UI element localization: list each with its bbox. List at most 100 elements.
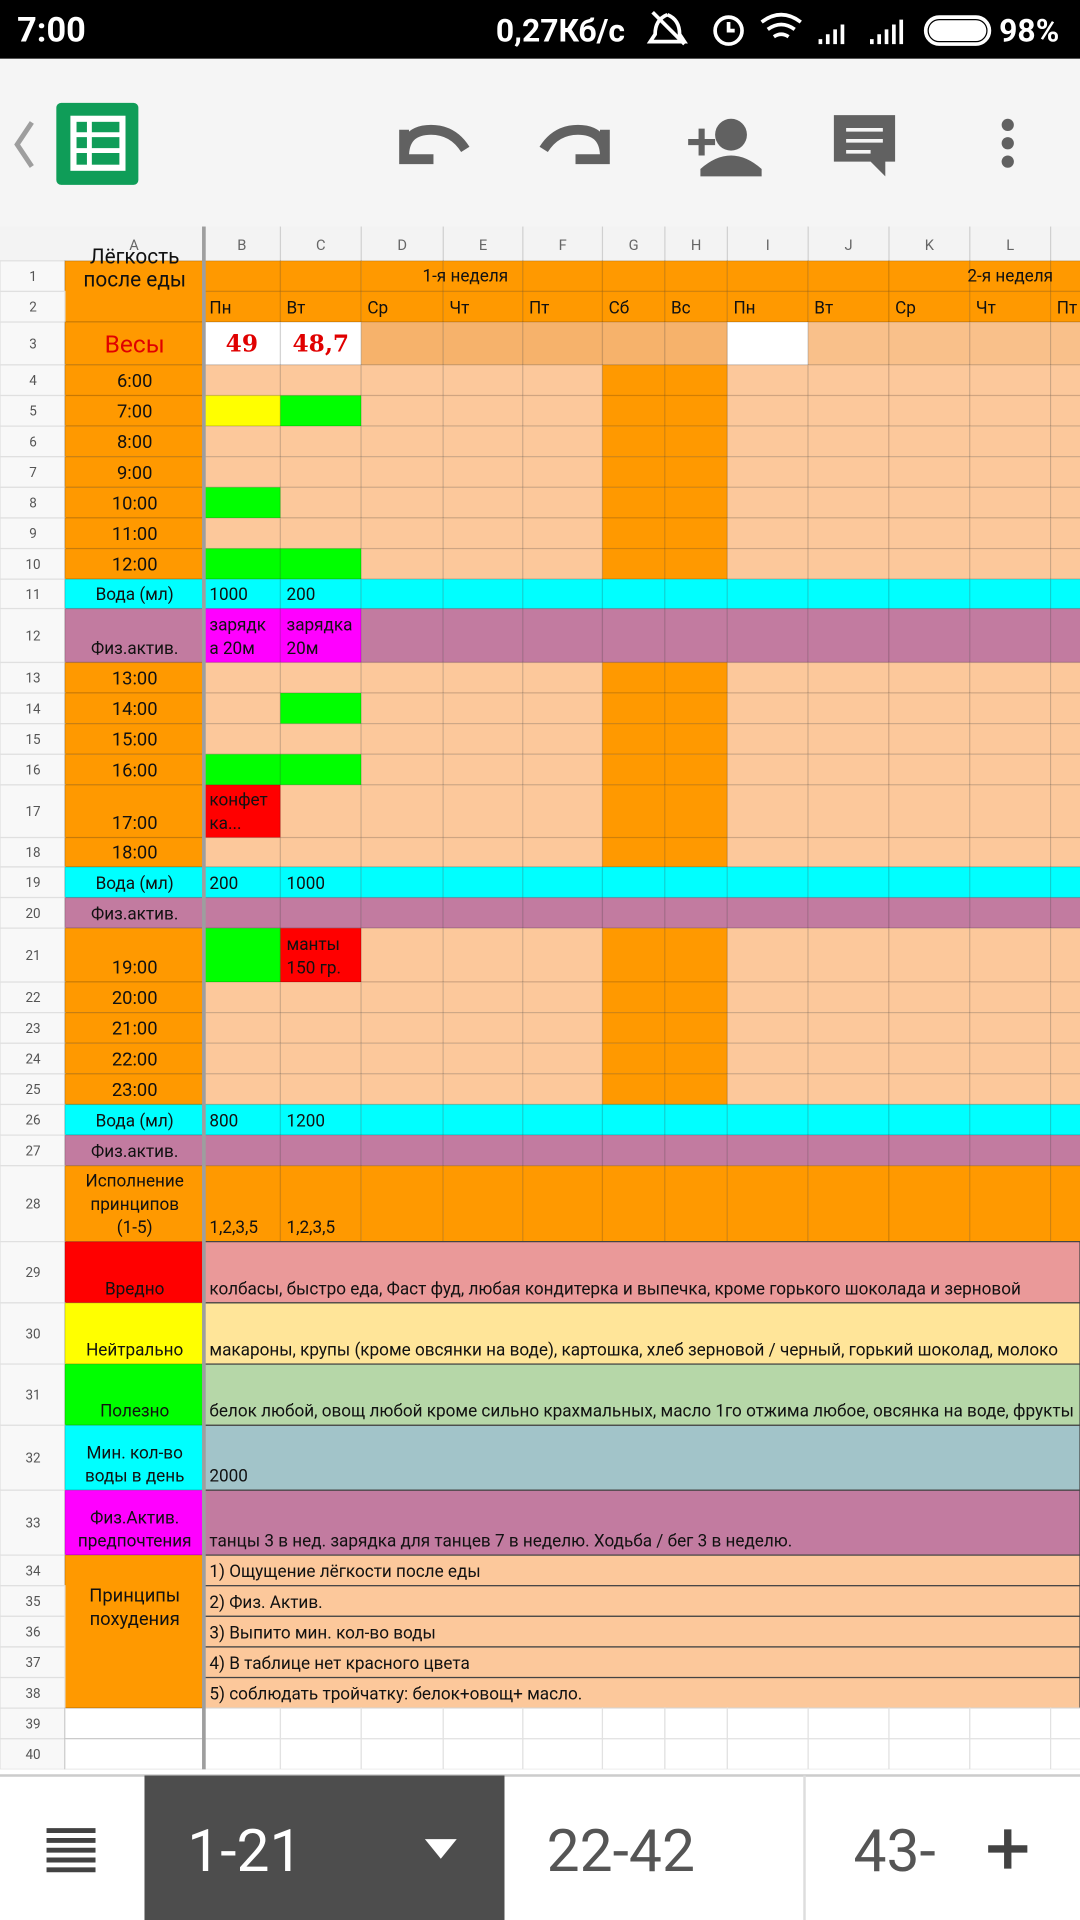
cell — [1050, 896, 1080, 929]
cell — [202, 836, 282, 868]
row-number: 28 — [25, 1198, 40, 1213]
cell — [726, 607, 809, 664]
cell — [279, 981, 362, 1014]
clock: 7:00 — [17, 11, 86, 51]
cell — [664, 425, 728, 458]
cell — [279, 607, 362, 664]
row-label: 7:00 — [117, 402, 152, 423]
cell — [202, 661, 282, 694]
cell — [726, 486, 809, 519]
cell — [888, 578, 971, 610]
cell — [202, 723, 282, 755]
cell — [1050, 607, 1080, 664]
undo-button[interactable] — [399, 124, 470, 165]
cell — [522, 1073, 604, 1106]
cell — [807, 456, 890, 488]
cell — [888, 723, 971, 755]
cell — [664, 1134, 728, 1167]
cell — [522, 486, 604, 519]
cell — [807, 1165, 890, 1243]
cell-text: 150 гр. — [287, 958, 341, 978]
cell-text: Сб — [609, 298, 630, 318]
row-label: 21:00 — [112, 1019, 158, 1040]
sheets-logo[interactable] — [56, 102, 139, 185]
cell — [202, 394, 282, 427]
tab-dropdown[interactable] — [424, 1839, 457, 1859]
cell — [969, 394, 1052, 427]
cell-text: колбасы, быстро еда, Фаст фуд, любая кон… — [209, 1279, 1020, 1299]
row-label: Исполнение — [85, 1172, 183, 1192]
cell-text: Пт — [529, 298, 549, 318]
cell — [969, 547, 1052, 580]
cell — [442, 260, 524, 293]
cell — [807, 836, 890, 868]
cell-text: 3) Выпито мин. кол-во воды — [209, 1623, 435, 1643]
label-cell — [64, 1554, 204, 1709]
cell — [202, 1073, 282, 1106]
tab-label[interactable]: 22-42 — [547, 1817, 695, 1886]
row-number: 25 — [25, 1083, 41, 1098]
tab-label[interactable]: 1-21 — [187, 1817, 302, 1886]
more-button[interactable] — [1001, 118, 1014, 168]
row-label: предпочтения — [78, 1532, 192, 1552]
cell — [601, 784, 666, 839]
cell — [202, 927, 282, 983]
column-header-bar — [0, 226, 1080, 261]
back-button[interactable] — [14, 121, 34, 168]
row-label: Мин. кол-во — [86, 1443, 182, 1463]
row-label: Физ.Актив. — [90, 1508, 179, 1528]
share-button[interactable] — [688, 118, 762, 177]
cell — [522, 1103, 604, 1136]
row-number-cell — [0, 1738, 66, 1770]
row-label: 9:00 — [117, 463, 152, 484]
cell — [969, 784, 1052, 839]
cell — [807, 1012, 890, 1044]
cell — [969, 692, 1052, 725]
row-number-cell — [0, 290, 66, 323]
row-number-cell — [0, 578, 66, 610]
row-number: 12 — [25, 629, 41, 644]
column-letter: H — [691, 236, 701, 254]
cell — [360, 517, 444, 550]
cell — [726, 260, 809, 293]
cell — [969, 927, 1052, 983]
cell — [888, 692, 971, 725]
cell — [360, 1707, 444, 1740]
row-number: 33 — [25, 1517, 40, 1532]
sheets-menu[interactable] — [46, 1828, 96, 1873]
row-label: 10:00 — [112, 493, 158, 514]
cell — [1050, 927, 1080, 983]
cell — [601, 927, 666, 983]
column-letter: C — [316, 236, 326, 254]
cell — [726, 753, 809, 786]
row-number: 36 — [25, 1626, 40, 1641]
row-label: 12:00 — [112, 555, 158, 576]
cell — [279, 364, 362, 397]
cell — [888, 1707, 971, 1740]
row-number-cell — [0, 836, 66, 868]
cell — [442, 578, 524, 610]
row-number: 32 — [25, 1452, 41, 1467]
redo-button[interactable] — [539, 124, 610, 165]
cell — [888, 1738, 971, 1770]
cell — [726, 1042, 809, 1075]
row-number-cell — [0, 425, 66, 458]
cell — [969, 607, 1052, 664]
cell — [360, 1042, 444, 1075]
cell — [1050, 364, 1080, 397]
row-number-cell — [0, 1424, 66, 1491]
tab-label[interactable]: 43-63 — [853, 1817, 1001, 1886]
net-speed: 0,27Кб/с — [496, 12, 625, 50]
row-number-cell — [0, 547, 66, 580]
battery: 98% — [999, 12, 1059, 50]
cell — [601, 866, 666, 899]
cell — [360, 1738, 444, 1770]
cell — [360, 425, 444, 458]
cell — [807, 321, 890, 366]
cell — [279, 321, 362, 366]
row-label: 14:00 — [112, 699, 158, 720]
cell — [807, 394, 890, 427]
cell — [969, 896, 1052, 929]
row-label: похудения — [90, 1609, 180, 1630]
row-number: 6 — [29, 435, 37, 450]
